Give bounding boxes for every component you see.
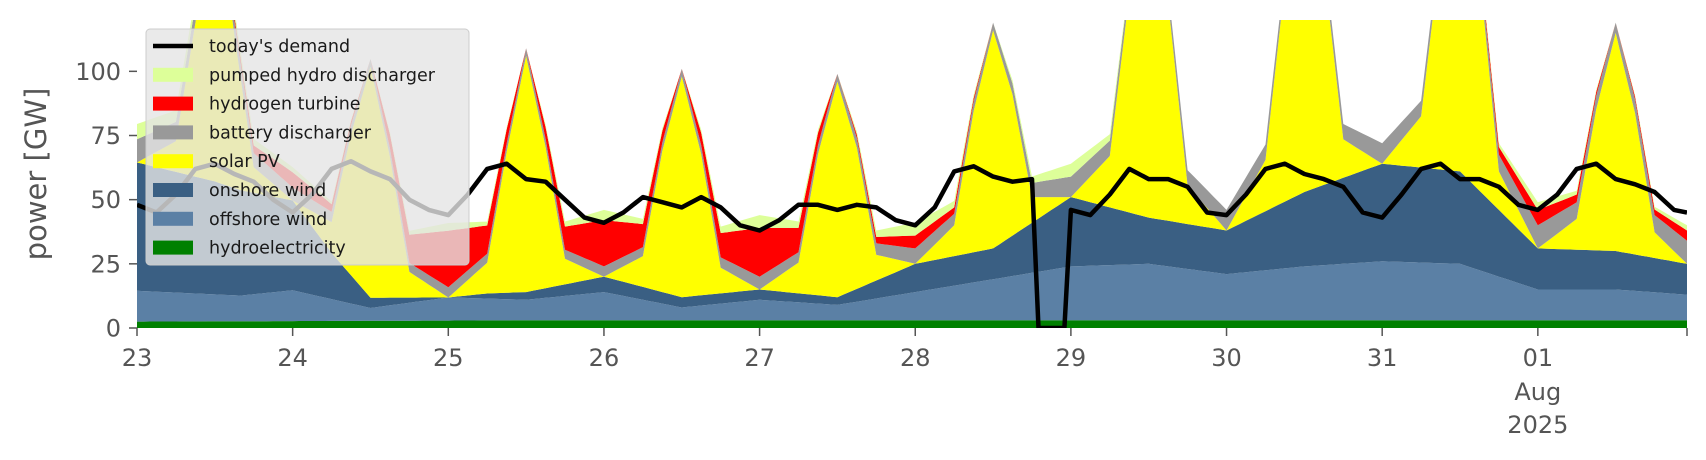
legend: today's demand pumped hydro discharger hyd… bbox=[145, 28, 470, 266]
x-tick-label: 28 bbox=[900, 344, 931, 372]
legend-swatch-offshore-wind bbox=[153, 211, 193, 226]
x-tick-sublabel: 2025 bbox=[1507, 411, 1568, 439]
x-tick-label: 25 bbox=[433, 344, 464, 372]
x-tick-label: 31 bbox=[1367, 344, 1398, 372]
legend-swatch-pumped-hydro-discharger bbox=[153, 67, 193, 82]
x-tick-label: 27 bbox=[744, 344, 775, 372]
legend-label-offshore-wind: offshore wind bbox=[209, 210, 327, 230]
stacked-areas bbox=[137, 20, 1687, 328]
legend-swatch-battery-discharger bbox=[153, 125, 193, 140]
x-tick-label: 29 bbox=[1056, 344, 1087, 372]
x-tick-label: 24 bbox=[277, 344, 308, 372]
legend-box bbox=[145, 28, 470, 266]
legend-swatch-hydroelectricity bbox=[153, 240, 193, 255]
area-onshore-wind bbox=[137, 162, 1687, 308]
x-tick-sublabel: Aug bbox=[1514, 378, 1561, 406]
y-axis: 0 25 50 75 100 bbox=[75, 58, 137, 343]
y-tick-label: 0 bbox=[106, 315, 121, 343]
x-tick-label: 26 bbox=[589, 344, 620, 372]
legend-swatch-hydrogen-turbine bbox=[153, 96, 193, 111]
y-tick-label: 25 bbox=[90, 250, 121, 278]
legend-label-solar-pv: solar PV bbox=[209, 152, 280, 172]
legend-label-hydrogen-turbine: hydrogen turbine bbox=[209, 95, 361, 115]
legend-label-hydroelectricity: hydroelectricity bbox=[209, 239, 346, 259]
x-tick-label: 01 bbox=[1523, 344, 1554, 372]
area-offshore-wind bbox=[137, 261, 1687, 322]
x-tick-label: 30 bbox=[1211, 344, 1242, 372]
legend-label-today-s-demand: today's demand bbox=[209, 37, 350, 57]
area-solar-pv bbox=[137, 20, 1687, 298]
legend-swatch-onshore-wind bbox=[153, 183, 193, 197]
y-tick-label: 100 bbox=[75, 58, 121, 86]
legend-swatch-solar-pv bbox=[153, 154, 193, 169]
legend-label-onshore-wind: onshore wind bbox=[209, 181, 326, 201]
y-axis-label: power [GW] bbox=[19, 88, 53, 261]
area-battery-discharger bbox=[137, 20, 1687, 298]
x-axis: 23 24 25 26 27 28 29 30 31 01 Aug 2025 bbox=[122, 328, 1688, 439]
y-tick-label: 50 bbox=[90, 186, 121, 214]
y-tick-label: 75 bbox=[90, 122, 121, 150]
area-hydroelectricity bbox=[137, 320, 1687, 328]
legend-label-pumped-hydro-discharger: pumped hydro discharger bbox=[209, 66, 436, 86]
x-tick-label: 23 bbox=[122, 344, 153, 372]
legend-label-battery-discharger: battery discharger bbox=[209, 123, 372, 143]
